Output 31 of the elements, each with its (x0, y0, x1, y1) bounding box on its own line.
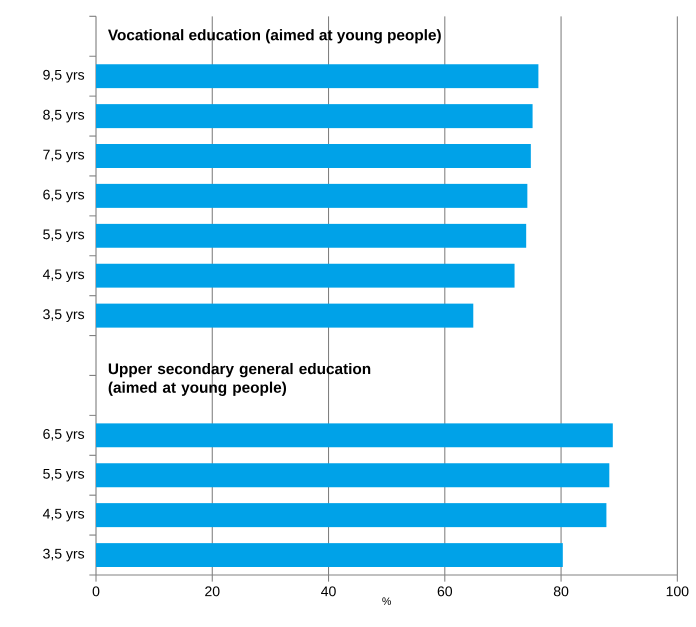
bar (96, 503, 606, 528)
x-axis-title: % (382, 597, 392, 605)
bar (96, 144, 531, 168)
x-tick-label: 100 (666, 586, 688, 596)
annotation: Vocational education (aimed at young people) (108, 29, 441, 44)
x-tick-label: 0 (92, 586, 100, 596)
y-tick-label: 9,5 yrs (43, 70, 84, 83)
y-tick-label: 8,5 yrs (43, 110, 84, 122)
y-tick-label: 5,5 yrs (43, 230, 84, 242)
y-tick-label: 6,5 yrs (43, 190, 84, 202)
x-tick-label: 60 (438, 586, 452, 596)
y-tick-label: 3,5 yrs (43, 548, 84, 562)
bar (96, 64, 538, 88)
y-tick-label: 7,5 yrs (43, 150, 84, 162)
y-tick-label: 5,5 yrs (43, 468, 84, 482)
bar (96, 423, 613, 448)
bar (96, 224, 526, 248)
y-tick-label: 3,5 yrs (43, 309, 84, 322)
x-tick-label: 20 (205, 586, 220, 596)
bar (96, 304, 474, 328)
bar (96, 463, 610, 488)
y-tick-label: 6,5 yrs (43, 428, 84, 442)
bar (96, 264, 515, 288)
y-tick-label: 4,5 yrs (42, 269, 84, 282)
x-tick-label: 40 (321, 586, 336, 596)
x-tick-label: 80 (554, 586, 568, 596)
bar (96, 104, 533, 128)
bar (96, 543, 563, 568)
y-tick-label: 4,5 yrs (42, 508, 84, 522)
annotation: Upper secondary general education (aimed at young people) (108, 362, 370, 396)
bar (96, 184, 528, 208)
